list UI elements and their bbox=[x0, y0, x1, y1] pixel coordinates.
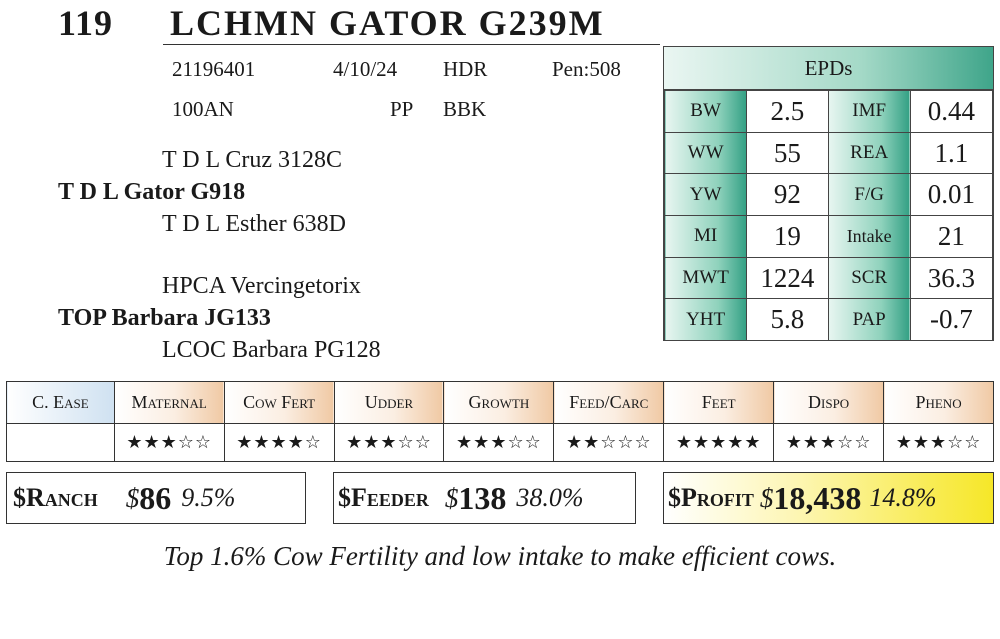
epd-label: MI bbox=[663, 215, 748, 258]
trait-header: C. Ease bbox=[6, 381, 115, 424]
epd-row: BW 2.5 IMF 0.44 bbox=[663, 90, 994, 133]
epd-value: 2.5 bbox=[746, 90, 829, 133]
epd-label: WW bbox=[663, 131, 748, 175]
feeder-index-label: $Feeder bbox=[338, 483, 429, 512]
dam-sire: HPCA Vercingetorix bbox=[162, 273, 361, 299]
epd-label: SCR bbox=[827, 256, 911, 300]
epd-label: Intake bbox=[827, 215, 911, 258]
ranch-index-value: 86 bbox=[139, 479, 172, 516]
sire-dam: T D L Esther 638D bbox=[162, 211, 346, 237]
epd-value: 1224 bbox=[746, 256, 829, 300]
epd-row: MWT 1224 SCR 36.3 bbox=[663, 256, 994, 300]
sire: T D L Gator G918 bbox=[58, 179, 246, 205]
trait-header: Pheno bbox=[883, 381, 994, 424]
epd-value: 1.1 bbox=[909, 131, 994, 175]
trait-star-rating: ★★★★☆ bbox=[223, 423, 335, 462]
profit-index-value: 18,438 bbox=[773, 479, 862, 516]
feeder-index-percent: 38.0% bbox=[516, 483, 584, 512]
epd-value: 19 bbox=[746, 215, 829, 258]
epd-grid: BW 2.5 IMF 0.44 WW 55 REA 1.1 YW 92 F/G 0.01 MI 19 Int… bbox=[663, 90, 994, 342]
ranch-index-label: $Ranch bbox=[13, 483, 98, 512]
profit-index-box: $Profit $ 18,438 14.8% bbox=[663, 472, 994, 524]
trait-star-rating: ★★★☆☆ bbox=[113, 423, 225, 462]
epd-label: BW bbox=[663, 90, 748, 133]
feeder-dollar-sign: $ bbox=[444, 482, 459, 513]
epd-row: WW 55 REA 1.1 bbox=[663, 131, 994, 175]
epd-label: MWT bbox=[663, 256, 748, 300]
epd-label: F/G bbox=[827, 173, 911, 217]
ranch-index-box: $Ranch $ 86 9.5% bbox=[6, 472, 306, 524]
trait-header: Cow Fert bbox=[223, 381, 335, 424]
ranch-dollar-sign: $ bbox=[125, 482, 140, 513]
trait-header: Growth bbox=[443, 381, 555, 424]
trait-ratings-table: C. Ease Maternal Cow Fert Udder Growth Feed/C… bbox=[6, 381, 994, 462]
trait-header: Feet bbox=[663, 381, 775, 424]
epd-value: 92 bbox=[746, 173, 829, 217]
epd-value: 0.44 bbox=[909, 90, 994, 133]
epd-row: MI 19 Intake 21 bbox=[663, 215, 994, 258]
feeder-index-box: $Feeder $ 138 38.0% bbox=[333, 472, 636, 524]
trait-star-rating: ★★★☆☆ bbox=[773, 423, 885, 462]
epd-value: 55 bbox=[746, 131, 829, 175]
dam: TOP Barbara JG133 bbox=[58, 305, 271, 331]
trait-header: Maternal bbox=[113, 381, 225, 424]
breed-code: HDR bbox=[443, 57, 488, 81]
epd-value: 36.3 bbox=[909, 256, 994, 300]
profit-dollar-sign: $ bbox=[759, 482, 774, 513]
epd-value: 0.01 bbox=[909, 173, 994, 217]
trait-header: Udder bbox=[333, 381, 445, 424]
birth-date: 4/10/24 bbox=[333, 57, 398, 81]
trait-star-rating: ★★★☆☆ bbox=[883, 423, 994, 462]
epd-label: YHT bbox=[663, 298, 748, 342]
trait-header: Dispo bbox=[773, 381, 885, 424]
epd-label: REA bbox=[827, 131, 911, 175]
trait-star-rating: ★★★★★ bbox=[663, 423, 775, 462]
epd-label: PAP bbox=[827, 298, 911, 342]
ranch-index-percent: 9.5% bbox=[181, 483, 236, 512]
brand: BBK bbox=[443, 97, 487, 121]
animal-name: LCHMN GATOR G239M bbox=[170, 3, 605, 43]
header-divider bbox=[163, 44, 660, 45]
dam-dam: LCOC Barbara PG128 bbox=[162, 337, 381, 363]
epd-row: YHT 5.8 PAP -0.7 bbox=[663, 298, 994, 342]
trait-star-rating: ★★★☆☆ bbox=[333, 423, 445, 462]
epd-row: YW 92 F/G 0.01 bbox=[663, 173, 994, 217]
trait-star-rating: ★★★☆☆ bbox=[443, 423, 555, 462]
profit-index-label: $Profit bbox=[668, 483, 754, 512]
pen-number: Pen:508 bbox=[552, 57, 621, 81]
sale-comment: Top 1.6% Cow Fertility and low intake to… bbox=[163, 541, 837, 571]
registration-number: 21196401 bbox=[172, 57, 256, 81]
trait-header: Feed/Carc bbox=[553, 381, 665, 424]
profit-index-percent: 14.8% bbox=[869, 483, 937, 512]
epd-table: EPDs BW 2.5 IMF 0.44 WW 55 REA 1.1 YW 92 F/G 0.01 MI… bbox=[663, 46, 994, 342]
polled-status: PP bbox=[390, 97, 414, 121]
epd-value: 21 bbox=[909, 215, 994, 258]
epd-title: EPDs bbox=[664, 47, 993, 90]
epd-label: YW bbox=[663, 173, 748, 217]
epd-value: -0.7 bbox=[909, 298, 994, 342]
trait-star-rating: ★★☆☆☆ bbox=[553, 423, 665, 462]
epd-value: 5.8 bbox=[746, 298, 829, 342]
lot-number: 119 bbox=[58, 3, 114, 43]
trait-star-rating bbox=[6, 423, 115, 462]
sire-sire: T D L Cruz 3128C bbox=[162, 147, 342, 173]
epd-label: IMF bbox=[827, 90, 911, 133]
feeder-index-value: 138 bbox=[458, 479, 507, 516]
tattoo: 100AN bbox=[172, 97, 234, 121]
